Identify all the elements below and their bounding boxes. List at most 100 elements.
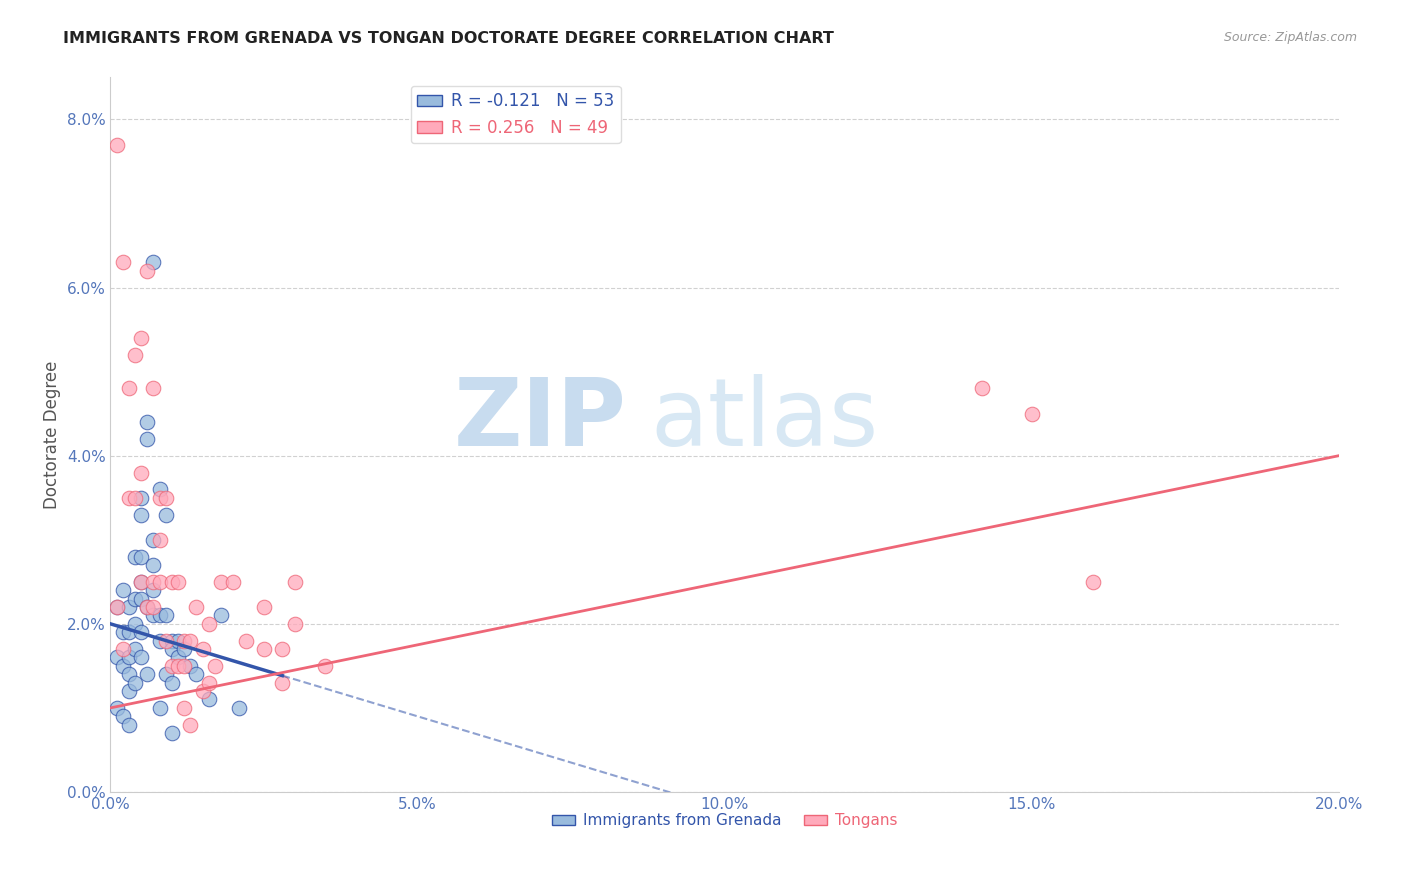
Point xyxy=(105,600,128,615)
Point xyxy=(111,255,134,269)
Point xyxy=(129,650,152,665)
Point xyxy=(129,331,152,345)
Point xyxy=(148,633,170,648)
Point xyxy=(105,137,128,152)
Point xyxy=(179,717,201,731)
Point xyxy=(284,616,307,631)
Point xyxy=(155,608,177,623)
Point xyxy=(148,483,170,497)
Point xyxy=(129,491,152,505)
Point xyxy=(160,658,183,673)
Point xyxy=(111,583,134,598)
Point xyxy=(124,549,146,564)
Point xyxy=(124,491,146,505)
Point xyxy=(160,633,183,648)
Point xyxy=(136,415,159,429)
Point xyxy=(1021,407,1043,421)
Point xyxy=(191,684,214,698)
Point xyxy=(129,574,152,589)
Point xyxy=(228,701,250,715)
Point xyxy=(253,642,276,657)
Text: atlas: atlas xyxy=(651,375,879,467)
Point xyxy=(124,675,146,690)
Point xyxy=(118,667,141,681)
Point xyxy=(118,600,141,615)
Y-axis label: Doctorate Degree: Doctorate Degree xyxy=(44,360,60,509)
Text: IMMIGRANTS FROM GRENADA VS TONGAN DOCTORATE DEGREE CORRELATION CHART: IMMIGRANTS FROM GRENADA VS TONGAN DOCTOR… xyxy=(63,31,834,46)
Point xyxy=(253,600,276,615)
Point xyxy=(124,591,146,606)
Point xyxy=(314,658,336,673)
Text: ZIP: ZIP xyxy=(453,375,626,467)
Point xyxy=(136,667,159,681)
Point xyxy=(142,608,165,623)
Point xyxy=(111,625,134,640)
Point xyxy=(235,633,257,648)
Point xyxy=(271,675,294,690)
Point xyxy=(129,591,152,606)
Point xyxy=(197,692,219,706)
Point xyxy=(118,684,141,698)
Point xyxy=(284,574,307,589)
Point xyxy=(173,642,195,657)
Point xyxy=(118,491,141,505)
Point xyxy=(148,701,170,715)
Point xyxy=(148,491,170,505)
Point xyxy=(197,675,219,690)
Point xyxy=(209,574,232,589)
Point xyxy=(105,600,128,615)
Point xyxy=(160,675,183,690)
Point xyxy=(118,650,141,665)
Point xyxy=(186,667,208,681)
Point xyxy=(136,264,159,278)
Point xyxy=(197,616,219,631)
Point xyxy=(160,574,183,589)
Point xyxy=(173,701,195,715)
Point xyxy=(105,701,128,715)
Point xyxy=(111,709,134,723)
Point xyxy=(136,600,159,615)
Point xyxy=(142,533,165,547)
Point xyxy=(155,491,177,505)
Point xyxy=(142,600,165,615)
Point xyxy=(1081,574,1104,589)
Point xyxy=(179,658,201,673)
Point xyxy=(142,382,165,396)
Point xyxy=(167,574,190,589)
Point xyxy=(148,608,170,623)
Point xyxy=(111,642,134,657)
Point xyxy=(155,667,177,681)
Point xyxy=(167,650,190,665)
Point xyxy=(173,633,195,648)
Point xyxy=(167,658,190,673)
Point xyxy=(118,625,141,640)
Point xyxy=(111,658,134,673)
Point xyxy=(191,642,214,657)
Point xyxy=(173,658,195,673)
Point xyxy=(142,558,165,572)
Point xyxy=(142,255,165,269)
Point xyxy=(118,717,141,731)
Legend: Immigrants from Grenada, Tongans: Immigrants from Grenada, Tongans xyxy=(546,807,903,834)
Point xyxy=(105,650,128,665)
Point xyxy=(129,508,152,522)
Point xyxy=(136,600,159,615)
Point xyxy=(129,574,152,589)
Point xyxy=(148,574,170,589)
Point xyxy=(167,633,190,648)
Point xyxy=(160,726,183,740)
Point xyxy=(124,616,146,631)
Point xyxy=(124,348,146,362)
Point xyxy=(179,633,201,648)
Point xyxy=(271,642,294,657)
Point xyxy=(124,642,146,657)
Point xyxy=(972,382,994,396)
Point xyxy=(129,466,152,480)
Text: Source: ZipAtlas.com: Source: ZipAtlas.com xyxy=(1223,31,1357,45)
Point xyxy=(118,382,141,396)
Point xyxy=(222,574,245,589)
Point xyxy=(136,432,159,446)
Point xyxy=(186,600,208,615)
Point xyxy=(142,583,165,598)
Point xyxy=(148,533,170,547)
